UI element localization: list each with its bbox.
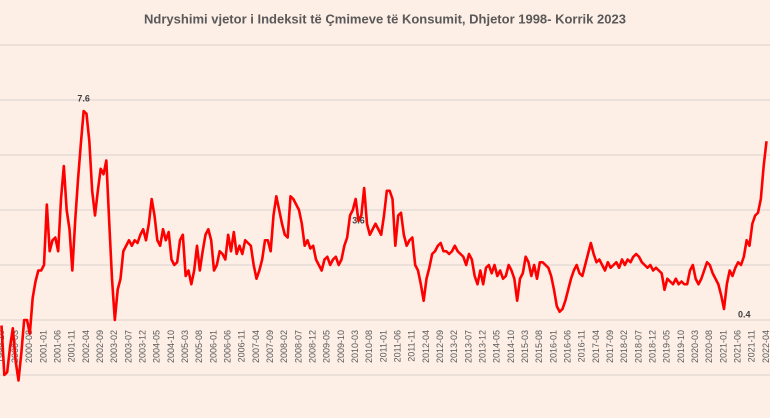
x-tick-label: 2010-03 [350,330,360,363]
x-tick-label: 2002-09 [95,330,105,363]
x-tick-label: 2021-06 [733,330,743,363]
data-label: 3.6 [352,215,365,225]
x-tick-label: 2018-02 [619,330,629,363]
chart-title: Ndryshimi vjetor i Indeksit të Çmimeve t… [144,11,626,26]
x-tick-label: 2016-01 [548,330,558,363]
x-tick-label: 2002-04 [81,330,91,363]
x-tick-label: 2006-06 [223,330,233,363]
x-tick-label: 2000-08 [24,330,34,363]
x-tick-label: 2006-11 [237,330,247,362]
x-tick-label: 2019-05 [662,330,672,363]
x-tick-label: 2004-10 [166,330,176,363]
annotations: 7.6 3.6 0.4 [77,93,750,319]
data-label: 7.6 [77,93,90,103]
x-tick-label: 2021-11 [747,330,757,362]
x-tick-label: 2005-03 [180,330,190,363]
x-tick-label: 2011-06 [393,330,403,362]
x-tick-label: 2012-09 [435,330,445,363]
x-tick-label: 2015-03 [520,330,530,363]
x-tick-label: 2017-09 [605,330,615,363]
x-tick-label: 2018-12 [648,330,658,363]
x-tick-label: 2011-11 [407,330,417,362]
x-tick-label: 2003-07 [123,330,133,363]
x-tick-label: 2013-07 [463,330,473,363]
x-tick-label: 2010-08 [364,330,374,363]
x-tick-label: 2021-01 [718,330,728,363]
x-tick-label: 2017-04 [591,330,601,363]
x-tick-label: 2008-02 [279,330,289,363]
x-tick-label: 2008-07 [293,330,303,363]
x-tick-label: 2014-05 [492,330,502,363]
x-tick-label: 2001-01 [38,330,48,363]
x-tick-label: 2020-03 [690,330,700,363]
data-label: 0.4 [738,309,751,319]
x-tick-label: 2016-11 [577,330,587,362]
x-tick-label: 2008-12 [308,330,318,363]
x-tick-label: 2007-09 [265,330,275,363]
x-tick-label: 2003-12 [138,330,148,363]
x-tick-label: 2005-08 [194,330,204,363]
x-tick-label: 2009-10 [336,330,346,363]
x-tick-label: 2001-06 [53,330,63,363]
x-tick-label: 2020-08 [704,330,714,363]
x-tick-label: 2012-04 [421,330,431,363]
grid [0,44,770,376]
x-tick-label: 2006-01 [208,330,218,363]
line-series [0,109,768,382]
x-tick-label: 2018-07 [633,330,643,363]
x-tick-label: 2004-05 [152,330,162,363]
x-tick-label: 2011-01 [378,330,388,362]
x-tick-label: 2007-04 [251,330,261,363]
x-tick-label: 2013-02 [449,330,459,363]
x-tick-label: 2014-10 [506,330,516,363]
x-tick-label: 2022-04 [761,330,770,363]
x-tick-label: 2001-11 [67,330,77,362]
x-tick-label: 2019-10 [676,330,686,363]
x-tick-label: 2015-08 [534,330,544,363]
x-tick-label: 2013-12 [478,330,488,363]
series [0,109,768,382]
x-tick-label: 2009-05 [322,330,332,363]
x-tick-label: 2003-02 [109,330,119,363]
x-axis: 1999-10 2000-03 2000-08 2001-01 2001-06 2001-… [0,330,770,363]
x-tick-label: 2016-06 [563,330,573,363]
